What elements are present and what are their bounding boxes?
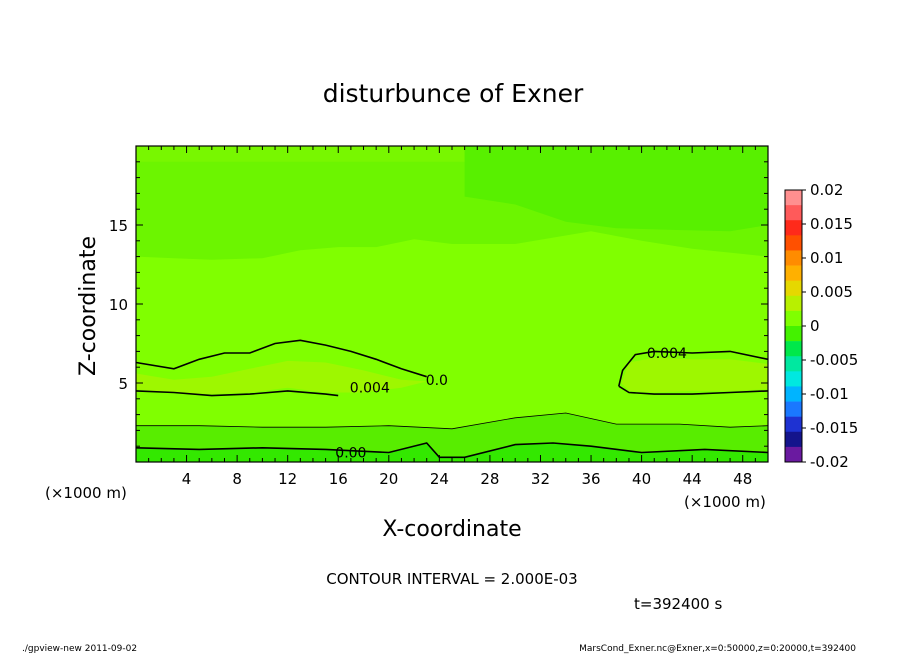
colorbar-swatch bbox=[785, 235, 802, 251]
colorbar-tick-label: 0.015 bbox=[810, 215, 853, 233]
contour-line-4 bbox=[136, 412, 769, 430]
x-unit-label: (×1000 m) bbox=[684, 493, 766, 511]
x-tick-label: 48 bbox=[733, 470, 752, 488]
colorbar-swatch bbox=[785, 205, 802, 221]
contour-line-0 bbox=[135, 339, 427, 378]
y-tick-label: 15 bbox=[109, 217, 128, 235]
contour-labels: 0.004 0.004 0.00 0.0 bbox=[335, 346, 687, 462]
chart-title: disturbunce of Exner bbox=[323, 79, 584, 108]
colorbar-swatch bbox=[785, 356, 802, 372]
colorbar-swatch bbox=[785, 310, 802, 327]
x-tick-label: 40 bbox=[632, 470, 651, 488]
colorbar-tick-label: 0.005 bbox=[810, 283, 853, 301]
colorbar-tick-label: 0 bbox=[810, 317, 820, 335]
colorbar-swatch bbox=[785, 341, 802, 357]
contour-fill-regions bbox=[136, 146, 768, 462]
contour-line-5 bbox=[135, 442, 769, 459]
contour-label-0: 0.004 bbox=[350, 381, 390, 397]
footer-left: ./gpview-new 2011-09-02 bbox=[22, 644, 137, 654]
colorbar-tick-label: 0.02 bbox=[810, 181, 843, 199]
region-near-zero bbox=[136, 443, 768, 462]
colorbar: 0.02 0.015 0.01 0.005 0 -0.005 -0.01 -0.015 -0.0… bbox=[784, 181, 858, 471]
colorbar-swatch bbox=[785, 431, 802, 448]
x-tick-label: 8 bbox=[232, 470, 242, 488]
colorbar-tick-label: -0.02 bbox=[810, 453, 849, 471]
x-tick-label: 20 bbox=[379, 470, 398, 488]
y-unit-label: (×1000 m) bbox=[45, 484, 127, 502]
x-tick-label: 16 bbox=[329, 470, 348, 488]
region-bubble-left bbox=[136, 360, 427, 395]
y-tick-label: 10 bbox=[109, 296, 128, 314]
colorbar-swatch bbox=[785, 371, 802, 387]
x-axis-ticks: 4 8 12 16 20 24 28 32 36 40 44 48 bbox=[148, 146, 756, 488]
colorbar-tick-label: -0.005 bbox=[810, 351, 858, 369]
contour-label-2: 0.00 bbox=[335, 446, 366, 462]
y-axis-label: Z-coordinate bbox=[76, 236, 101, 376]
colorbar-swatch bbox=[785, 220, 802, 236]
x-tick-label: 44 bbox=[683, 470, 702, 488]
x-tick-label: 32 bbox=[531, 470, 550, 488]
contour-label-3: 0.0 bbox=[426, 373, 448, 389]
x-tick-label: 36 bbox=[581, 470, 600, 488]
colorbar-swatch bbox=[785, 326, 802, 342]
region-upper-right bbox=[464, 146, 768, 232]
x-axis-label: X-coordinate bbox=[382, 517, 521, 542]
x-tick-label: 12 bbox=[278, 470, 297, 488]
contour-line-3 bbox=[618, 385, 769, 395]
colorbar-swatch bbox=[785, 446, 802, 463]
colorbar-tick-labels: 0.02 0.015 0.01 0.005 0 -0.005 -0.01 -0.015 -0.0… bbox=[802, 181, 858, 471]
x-tick-label: 4 bbox=[182, 470, 192, 488]
colorbar-swatch bbox=[785, 295, 802, 312]
region-bubble-right bbox=[621, 357, 768, 393]
x-tick-label: 28 bbox=[480, 470, 499, 488]
time-text: t=392400 s bbox=[634, 595, 722, 613]
colorbar-swatch bbox=[785, 280, 802, 297]
y-tick-label: 5 bbox=[118, 375, 128, 393]
contour-line-2 bbox=[618, 350, 769, 387]
colorbar-swatch bbox=[785, 265, 802, 281]
contour-label-1: 0.004 bbox=[647, 346, 687, 362]
colorbar-tick-label: -0.01 bbox=[810, 385, 849, 403]
y-axis-ticks: 5 10 15 bbox=[109, 161, 768, 447]
colorbar-swatch bbox=[785, 401, 802, 417]
colorbar-tick-label: -0.015 bbox=[810, 419, 858, 437]
colorbar-tick-label: 0.01 bbox=[810, 249, 843, 267]
colorbar-swatch bbox=[785, 386, 802, 402]
contour-lines bbox=[135, 339, 769, 459]
colorbar-swatch bbox=[785, 250, 802, 266]
footer-right: MarsCond_Exner.nc@Exner,x=0:50000,z=0:20… bbox=[579, 644, 856, 654]
colorbar-swatch bbox=[785, 416, 802, 433]
x-tick-label: 24 bbox=[430, 470, 449, 488]
contour-line-1 bbox=[135, 390, 339, 397]
colorbar-swatch bbox=[785, 190, 802, 206]
contour-interval-text: CONTOUR INTERVAL = 2.000E-03 bbox=[326, 570, 577, 588]
colorbar-swatches bbox=[785, 190, 802, 463]
